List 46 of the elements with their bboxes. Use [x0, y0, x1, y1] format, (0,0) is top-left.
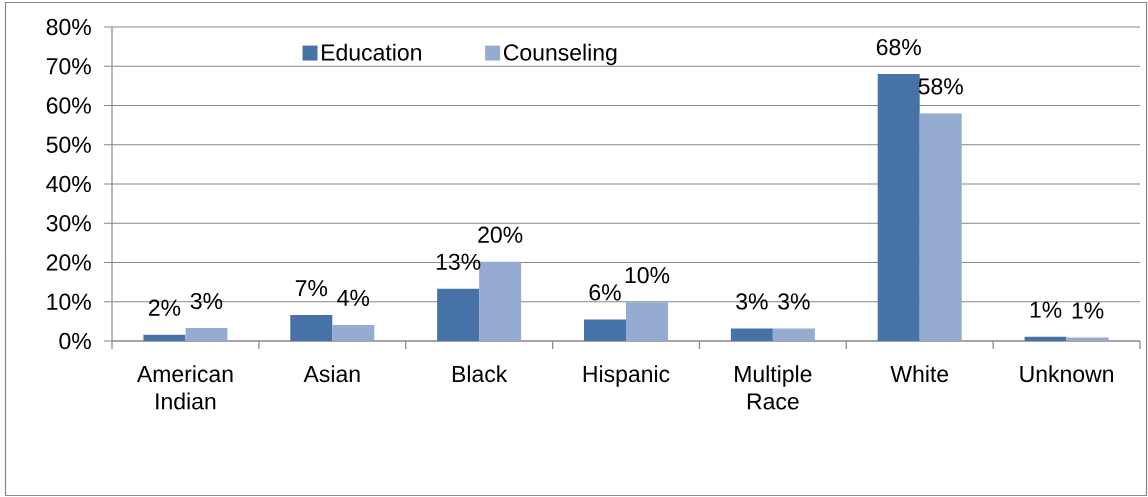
y-tick-label: 30%	[46, 215, 91, 232]
data-label: 68%	[876, 38, 921, 56]
data-label: 3%	[778, 293, 810, 310]
data-label: 7%	[295, 280, 328, 297]
legend-label: Counseling	[503, 43, 617, 66]
x-tick-label: American Indian	[136, 365, 233, 410]
bar	[1024, 336, 1067, 341]
x-tick-label: White	[890, 365, 949, 383]
bar	[479, 261, 522, 341]
y-tick-label: 20%	[46, 254, 91, 271]
data-label: 6%	[589, 284, 621, 301]
data-label: 3%	[736, 293, 768, 310]
bar	[143, 334, 186, 341]
data-label: 3%	[190, 292, 223, 310]
x-tick-label: Black	[452, 365, 508, 383]
data-label: 2%	[148, 299, 181, 316]
x-tick-label: Hispanic	[583, 365, 670, 387]
y-tick-label: 60%	[46, 97, 91, 114]
bar	[1066, 337, 1109, 341]
data-label: 4%	[337, 289, 370, 306]
x-tick-label: Asian	[303, 365, 360, 383]
bar	[332, 324, 375, 341]
data-label: 13%	[436, 253, 481, 270]
bar	[290, 315, 333, 341]
data-label: 1%	[1030, 301, 1062, 318]
bar	[730, 328, 773, 341]
bar	[877, 74, 920, 341]
data-label: 10%	[625, 267, 670, 284]
y-tick-label: 40%	[46, 175, 91, 193]
bar	[772, 328, 815, 341]
bar	[919, 113, 962, 341]
y-tick-label: 80%	[46, 18, 91, 36]
x-tick-label: Multiple Race	[735, 365, 812, 410]
legend-label: Education	[322, 43, 421, 61]
data-label: 58%	[918, 78, 963, 95]
bar	[185, 328, 228, 341]
y-tick-label: 70%	[46, 58, 91, 75]
x-tick-label: Unknown	[1020, 365, 1113, 383]
bar	[584, 319, 626, 341]
y-tick-label: 0%	[59, 332, 91, 350]
bar	[626, 302, 669, 341]
y-tick-label: 50%	[46, 136, 91, 153]
data-label: 20%	[478, 226, 523, 243]
bar	[437, 288, 480, 341]
y-tick-label: 10%	[47, 293, 91, 310]
data-label: 1%	[1072, 302, 1104, 319]
